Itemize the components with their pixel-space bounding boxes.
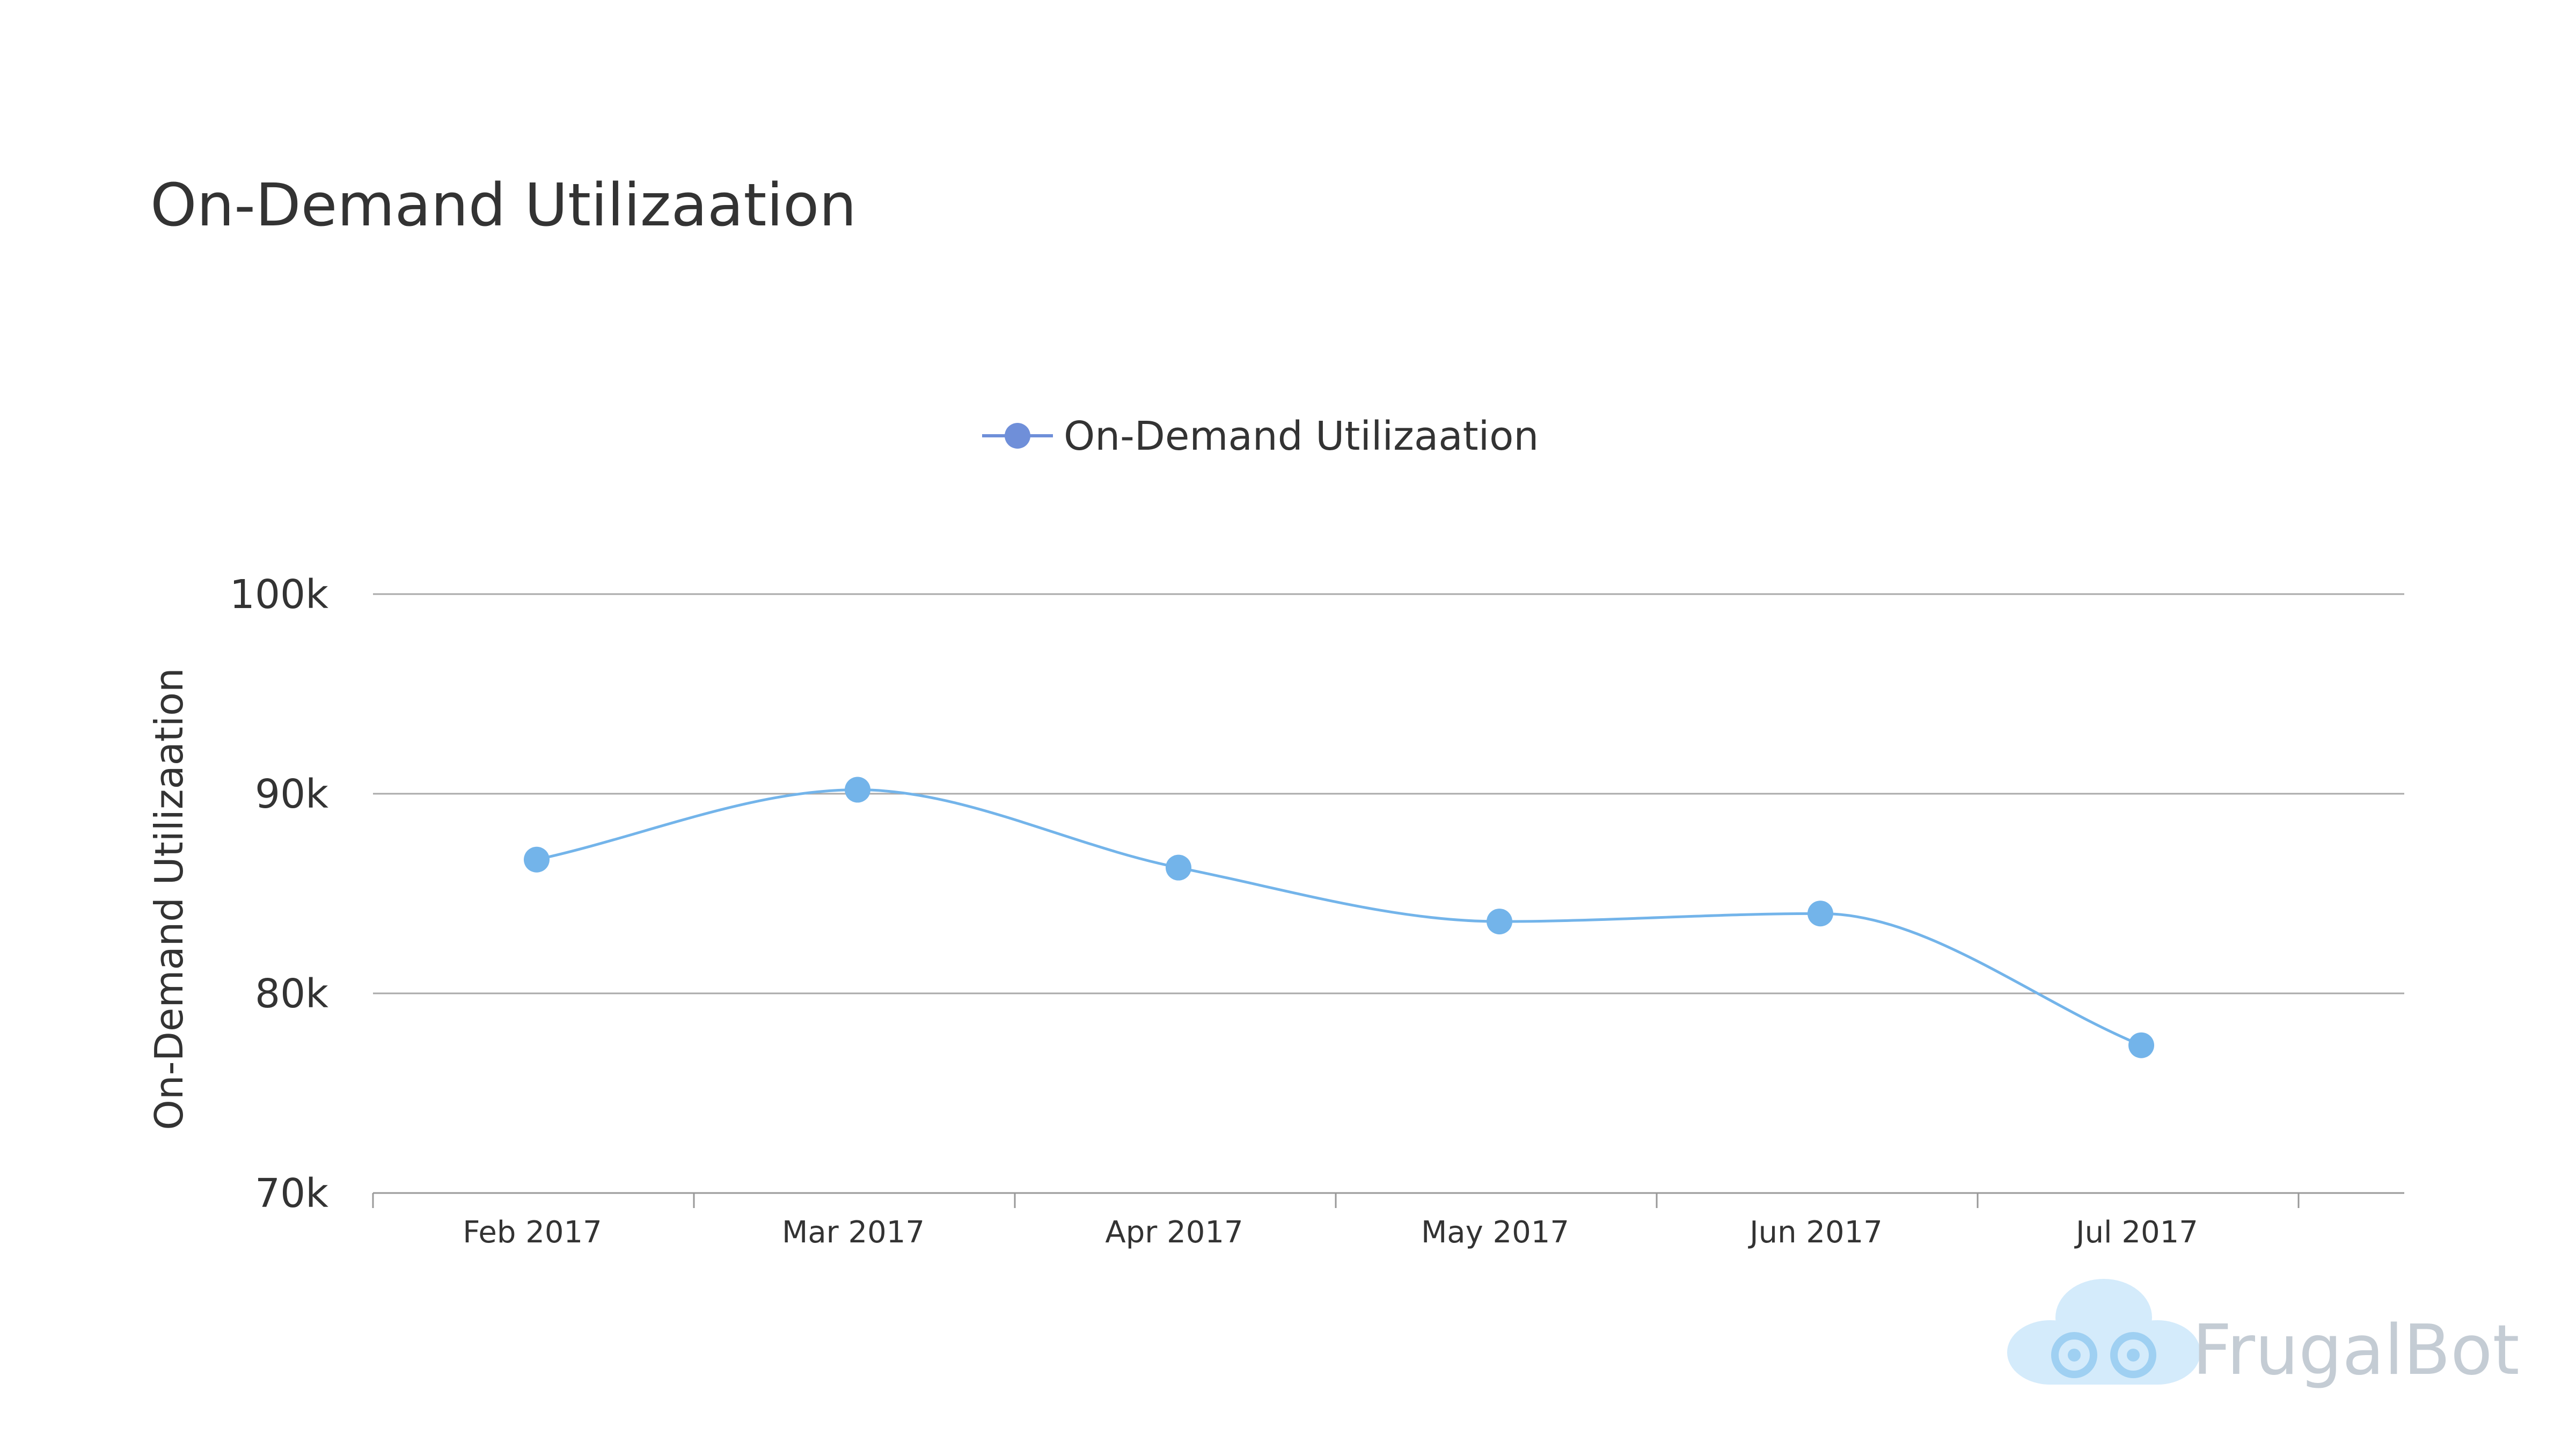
y-tick-label: 80k [255,971,328,1017]
legend[interactable]: On-Demand Utilizaation [982,413,1539,459]
data-point-jul-2017[interactable] [2128,1032,2154,1058]
x-tick-label: May 2017 [1421,1215,1569,1250]
data-point-apr-2017[interactable] [1166,854,1191,881]
y-axis-label: On-Demand Utilizaation [147,668,192,1130]
watermark-text: FrugalBot [2192,1311,2520,1391]
chart-title: On-Demand Utilizaation [150,171,857,239]
y-axis-ticks: 70k 80k 90k 100k [230,572,328,1217]
grid-lines [373,593,2404,994]
data-point-jun-2017[interactable] [1807,901,1833,927]
x-tick-label: Jul 2017 [2074,1215,2198,1250]
data-point-feb-2017[interactable] [524,846,550,873]
data-point-may-2017[interactable] [1487,909,1512,935]
legend-marker [1005,423,1030,449]
x-tick-label: Feb 2017 [463,1215,602,1250]
y-tick-label: 70k [255,1170,328,1217]
x-tick-label: Mar 2017 [782,1215,925,1250]
x-tick-label: Apr 2017 [1105,1215,1243,1250]
y-tick-label: 90k [255,771,328,817]
y-tick-label: 100k [230,572,328,618]
data-point-mar-2017[interactable] [845,777,870,803]
frugalbot-watermark: FrugalBot [2007,1279,2520,1391]
series-points-layer [524,777,2154,1058]
x-axis [372,1192,2404,1208]
series-line [536,788,2142,1047]
cloud-robot-logo-icon [2007,1279,2200,1385]
legend-label: On-Demand Utilizaation [1064,413,1539,459]
x-tick-label: Jun 2017 [1748,1215,1883,1250]
x-axis-ticks: Feb 2017 Mar 2017 Apr 2017 May 2017 Jun 2017… [463,1215,2198,1250]
series-line-layer [536,788,2142,1047]
